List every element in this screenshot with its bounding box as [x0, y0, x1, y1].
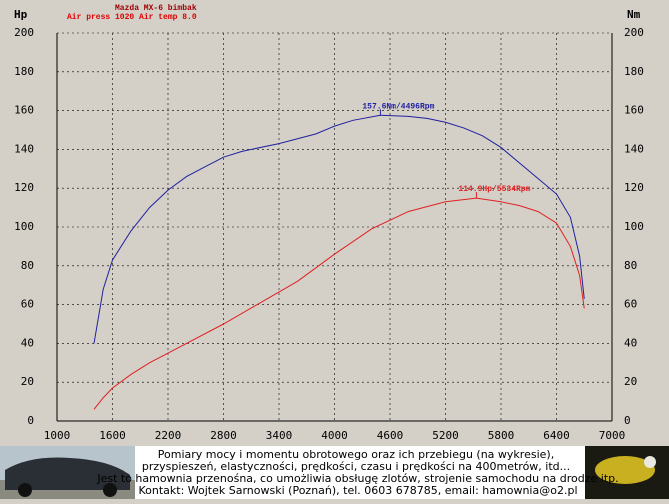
y-tick-label: 140 [14, 142, 34, 155]
y2-tick-label: 100 [624, 220, 644, 233]
y2-tick-label: 160 [624, 104, 644, 117]
y-tick-label: 20 [21, 375, 34, 388]
y-tick-label: 40 [21, 336, 34, 349]
wheel [18, 483, 32, 497]
y2-tick-label: 60 [624, 298, 637, 311]
x-tick-label: 4000 [321, 429, 348, 442]
y2-tick-label: 200 [624, 26, 644, 39]
y-tick-label: 60 [21, 298, 34, 311]
annotation: 157.6Nm/4496Rpm [362, 102, 434, 111]
car-shape [595, 456, 655, 484]
x-tick-label: 5800 [488, 429, 515, 442]
x-tick-label: 4600 [377, 429, 404, 442]
footer-line: Jest to hamownia przenośna, co umożliwia… [96, 472, 618, 485]
y-tick-label: 160 [14, 104, 34, 117]
y2-axis-label: Nm [627, 8, 641, 21]
y-tick-label: 80 [21, 259, 34, 272]
car-shape [5, 457, 130, 490]
footer-line: Pomiary mocy i momentu obrotowego oraz i… [158, 448, 554, 461]
y-tick-label: 100 [14, 220, 34, 233]
car-photo-left [0, 446, 135, 499]
car-photo-right [585, 446, 669, 499]
x-tick-label: 2200 [155, 429, 182, 442]
y2-tick-label: 20 [624, 375, 637, 388]
headlight [644, 456, 656, 468]
series-line [93, 197, 585, 410]
y-tick-label: 200 [14, 26, 34, 39]
y2-tick-label: 80 [624, 259, 637, 272]
x-tick-label: 5200 [432, 429, 459, 442]
chart-title: Mazda MX-6 bimbak [115, 4, 197, 13]
x-tick-label: 1600 [99, 429, 126, 442]
y2-tick-label: 40 [624, 336, 637, 349]
y-tick-label: 0 [27, 414, 34, 427]
y-axis-label: Hp [14, 8, 28, 21]
y2-tick-label: 140 [624, 142, 644, 155]
y2-tick-label: 120 [624, 181, 644, 194]
x-tick-label: 1000 [44, 429, 71, 442]
x-tick-label: 7000 [599, 429, 626, 442]
y-tick-label: 180 [14, 65, 34, 78]
x-tick-label: 2800 [210, 429, 237, 442]
y2-tick-label: 180 [624, 65, 644, 78]
footer-line: przyspieszeń, elastyczności, prędkości, … [142, 460, 570, 473]
series-line [93, 114, 585, 344]
x-tick-label: 6400 [543, 429, 570, 442]
wheel [103, 483, 117, 497]
annotation: 114.9Hp/5534Rpm [458, 185, 530, 194]
y2-tick-label: 0 [624, 414, 631, 427]
y-tick-label: 120 [14, 181, 34, 194]
x-tick-label: 3400 [266, 429, 293, 442]
footer-line: Kontakt: Wojtek Sarnowski (Poznań), tel.… [138, 484, 577, 497]
chart-subtitle: Air press 1020 Air temp 8.0 [67, 13, 197, 22]
